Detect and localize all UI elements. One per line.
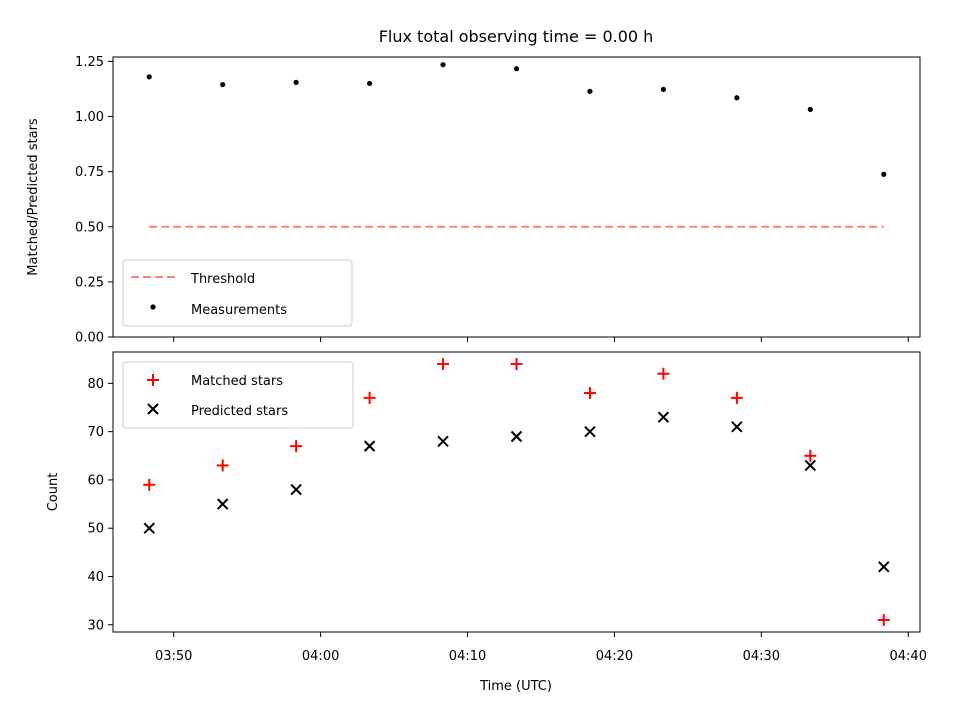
matched-star-point [877, 613, 890, 626]
bottom-ytick-label: 30 [87, 618, 104, 633]
matched-star-point [730, 391, 743, 404]
predicted-star-point [657, 411, 670, 423]
top-plot-frame [112, 56, 921, 338]
xtick-label: 04:10 [449, 649, 486, 664]
predicted-star-point [878, 561, 890, 573]
chart-title: Flux total observing time = 0.00 h [379, 27, 654, 46]
measurement-point [366, 80, 373, 87]
bottom-plot-frame [112, 351, 921, 633]
matched-star-point [804, 449, 817, 462]
legend-measurements-swatch [150, 304, 156, 310]
top-ytick-label: 1.25 [75, 55, 104, 70]
top-ytick-label: 1.00 [75, 110, 104, 125]
bottom-ytick-label: 80 [87, 377, 104, 392]
bottom-ytick-label: 60 [87, 473, 104, 488]
matched-star-point [510, 358, 523, 371]
predicted-star-point [731, 421, 743, 433]
matched-star-point [657, 367, 670, 380]
top-ytick-label: 0.00 [75, 331, 104, 346]
xtick-label: 04:20 [596, 649, 633, 664]
measurement-point [660, 86, 667, 93]
xtick-label: 04:00 [302, 649, 339, 664]
measurement-point [146, 74, 152, 80]
predicted-star-point [143, 522, 155, 534]
top-legend: Threshold Measurements [122, 259, 353, 327]
matched-star-point [363, 391, 376, 404]
measurement-point [220, 81, 226, 88]
top-ytick-label: 0.25 [75, 275, 104, 290]
x-axis-label: Time (UTC) [479, 679, 552, 694]
matched-star-point [290, 440, 303, 453]
measurement-point [734, 95, 740, 101]
measurement-point [807, 106, 813, 113]
measurement-point [440, 62, 446, 68]
top-ytick-label: 0.75 [75, 165, 104, 180]
bottom-panel: 30 40 50 60 70 80 03:50 04:00 04:10 04:20 04:30 04… [46, 351, 927, 694]
xtick-label: 04:30 [743, 649, 780, 664]
bottom-ytick-label: 70 [87, 425, 104, 440]
legend-predicted-label: Predicted stars [191, 404, 288, 419]
predicted-star-point [216, 498, 229, 510]
predicted-star-point [290, 483, 302, 496]
bottom-ytick-label: 40 [87, 570, 104, 585]
predicted-star-point [437, 435, 449, 448]
bottom-y-axis-label: Count [46, 473, 61, 512]
xtick-label: 03:50 [155, 649, 192, 664]
matched-star-point [216, 459, 229, 472]
legend-threshold-label: Threshold [190, 272, 255, 287]
legend-matched-swatch [147, 374, 159, 386]
bottom-ytick-label: 50 [87, 522, 104, 537]
matched-star-point [143, 478, 156, 491]
measurement-point [293, 79, 299, 85]
predicted-star-point [363, 440, 376, 452]
measurement-point [513, 66, 520, 72]
predicted-star-point [510, 430, 523, 443]
matched-star-point [583, 387, 596, 400]
legend-measurements-label: Measurements [191, 303, 287, 318]
top-ytick-label: 0.50 [75, 220, 104, 235]
measurement-point [587, 88, 593, 94]
legend-predicted-swatch [147, 403, 159, 415]
legend-matched-label: Matched stars [191, 374, 283, 389]
top-y-axis-label: Matched/Predicted stars [26, 118, 41, 276]
xtick-label: 04:40 [890, 649, 927, 664]
bottom-legend: Matched stars Predicted stars [122, 361, 354, 429]
predicted-star-point [584, 425, 596, 438]
matched-star-point [437, 358, 450, 371]
top-panel: 0.00 0.25 0.50 0.75 1.00 1.25 Matched/Predict… [26, 55, 921, 346]
measurement-point [881, 171, 887, 177]
predicted-star-point [804, 459, 817, 472]
